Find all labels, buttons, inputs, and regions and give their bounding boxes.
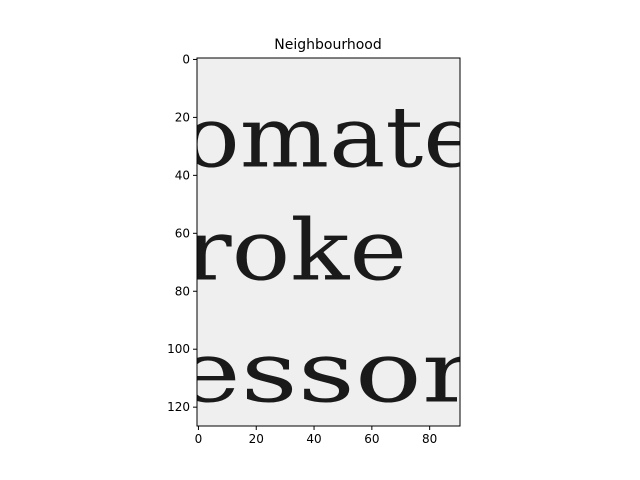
y-axis: 0 20 40 60 80 100 120 bbox=[167, 52, 197, 414]
axes-frame bbox=[196, 57, 461, 427]
y-tick-label: 80 bbox=[175, 284, 190, 298]
y-tick-label: 100 bbox=[167, 342, 190, 356]
y-tick-label: 120 bbox=[167, 400, 190, 414]
image-text-layer: omate roke essor bbox=[175, 89, 479, 422]
y-tick-label: 60 bbox=[175, 226, 190, 240]
x-axis: 0 20 40 60 80 bbox=[195, 426, 437, 446]
x-tick-label: 20 bbox=[249, 432, 264, 446]
image-text-line: roke bbox=[185, 202, 407, 300]
x-tick-label: 80 bbox=[422, 432, 437, 446]
x-tick-label: 0 bbox=[195, 432, 203, 446]
image-text-line: essor bbox=[175, 323, 476, 421]
x-tick-label: 40 bbox=[306, 432, 321, 446]
y-tick-label: 0 bbox=[182, 52, 190, 66]
y-tick-label: 40 bbox=[175, 168, 190, 182]
image-area: omate roke essor bbox=[175, 58, 479, 426]
x-tick-label: 60 bbox=[364, 432, 379, 446]
y-tick-label: 20 bbox=[175, 110, 190, 124]
chart-title: Neighbourhood bbox=[274, 37, 381, 53]
image-text-line: omate bbox=[183, 89, 479, 187]
image-background bbox=[197, 58, 460, 426]
